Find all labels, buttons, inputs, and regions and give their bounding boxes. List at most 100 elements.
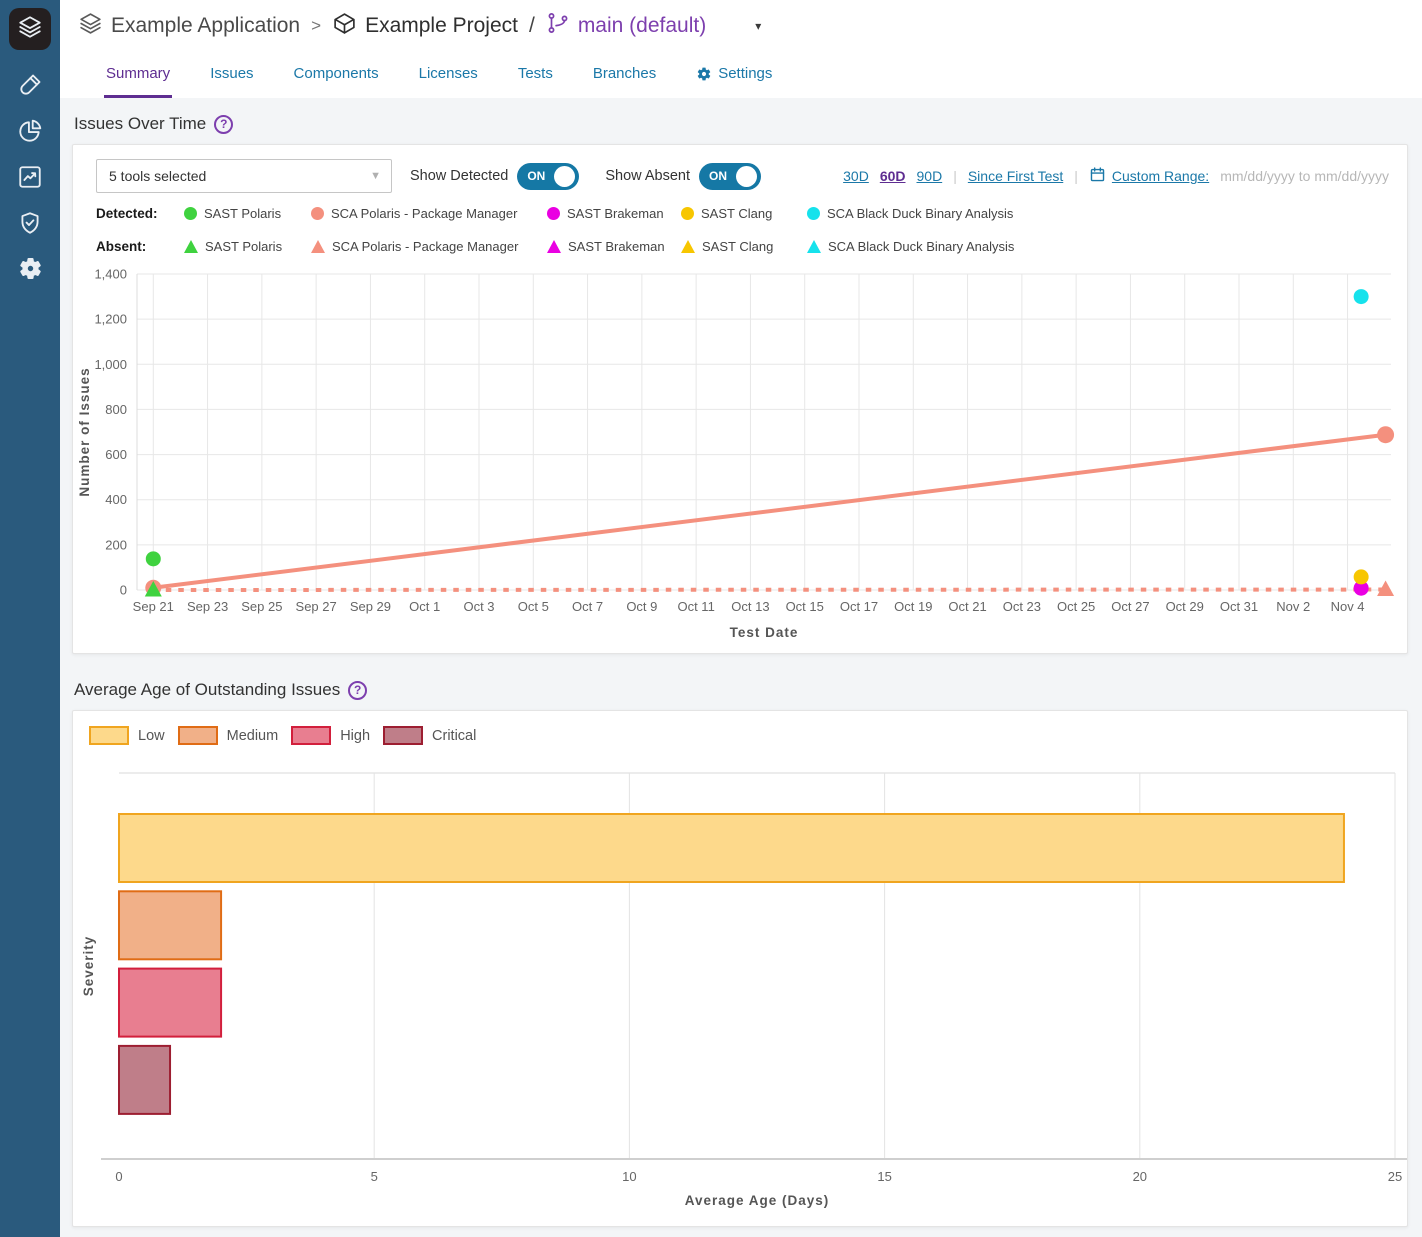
show-absent-label: Show Absent — [605, 168, 690, 184]
severity-legend-item: High — [291, 726, 370, 745]
svg-text:Oct 17: Oct 17 — [840, 599, 878, 614]
svg-text:600: 600 — [105, 447, 127, 462]
sidebar-item-tests[interactable] — [7, 64, 53, 110]
preset-ranges: 30D 60D 90D — [843, 168, 942, 184]
section-title-text: Average Age of Outstanding Issues — [74, 680, 340, 700]
svg-text:Oct 15: Oct 15 — [786, 599, 824, 614]
tab-settings[interactable]: Settings — [694, 52, 774, 98]
show-detected-toggle[interactable]: ON — [517, 163, 579, 190]
severity-legend: LowMediumHighCritical — [73, 711, 1407, 751]
branch-dropdown-caret[interactable]: ▾ — [755, 19, 761, 33]
help-icon[interactable]: ? — [348, 681, 367, 700]
pie-chart-icon — [17, 118, 43, 149]
tab-issues[interactable]: Issues — [208, 52, 255, 98]
sidebar-item-issues[interactable] — [7, 110, 53, 156]
svg-text:20: 20 — [1133, 1169, 1147, 1184]
svg-text:Sep 29: Sep 29 — [350, 599, 391, 614]
tab-summary[interactable]: Summary — [104, 52, 172, 98]
sidebar-item-settings[interactable] — [7, 248, 53, 294]
breadcrumb: Example Application > Example Project / — [78, 0, 1422, 52]
svg-text:Oct 7: Oct 7 — [572, 599, 603, 614]
legend-item: SCA Black Duck Binary Analysis — [807, 206, 1013, 221]
tab-label: Licenses — [419, 65, 478, 82]
tab-label: Summary — [106, 65, 170, 82]
circle-marker-icon — [807, 207, 820, 220]
legend-item: SCA Polaris - Package Manager — [311, 206, 547, 221]
legend-detected-row: Detected: SAST PolarisSCA Polaris - Pack… — [73, 197, 1407, 230]
legend-item-label: SCA Black Duck Binary Analysis — [827, 206, 1013, 221]
severity-legend-label: Critical — [432, 728, 476, 744]
svg-text:15: 15 — [877, 1169, 891, 1184]
svg-text:25: 25 — [1388, 1169, 1402, 1184]
legend-absent-label: Absent: — [96, 239, 184, 254]
issues-chart-toolbar: 5 tools selected ▼ Show Detected ON Show… — [73, 145, 1407, 197]
svg-text:Test Date: Test Date — [730, 625, 799, 640]
tools-select-value: 5 tools selected — [109, 168, 206, 184]
application-name: Example Application — [111, 14, 300, 38]
legend-item-label: SCA Polaris - Package Manager — [331, 206, 517, 221]
tab-tests[interactable]: Tests — [516, 52, 555, 98]
test-tube-icon — [17, 72, 43, 103]
severity-swatch-icon — [291, 726, 331, 745]
toggle-on-text: ON — [527, 169, 545, 183]
svg-text:Oct 19: Oct 19 — [894, 599, 932, 614]
svg-text:Oct 21: Oct 21 — [948, 599, 986, 614]
issues-over-time-card: 5 tools selected ▼ Show Detected ON Show… — [72, 144, 1408, 654]
avg-age-card: LowMediumHighCritical 0510152025Severity… — [72, 710, 1408, 1227]
breadcrumb-branch[interactable]: main (default) — [546, 11, 706, 41]
gear-icon — [696, 66, 712, 82]
sidebar-item-applications[interactable] — [9, 8, 51, 50]
branch-name: main (default) — [578, 14, 706, 38]
custom-range-link[interactable]: Custom Range: — [1112, 168, 1209, 184]
range-link-30d[interactable]: 30D — [843, 168, 869, 184]
svg-text:Severity: Severity — [81, 936, 96, 997]
custom-range-input[interactable]: mm/dd/yyyy to mm/dd/yyyy — [1220, 168, 1389, 184]
legend-detected-items: SAST Polaris SCA Polaris - Package Manage… — [184, 206, 1013, 221]
avg-age-title: Average Age of Outstanding Issues ? — [74, 680, 1408, 700]
severity-swatch-icon — [383, 726, 423, 745]
breadcrumb-application[interactable]: Example Application — [78, 11, 300, 42]
svg-text:400: 400 — [105, 492, 127, 507]
sidebar-item-reports[interactable] — [7, 156, 53, 202]
tab-label: Components — [294, 65, 379, 82]
legend-item: SAST Brakeman — [547, 239, 681, 254]
issues-over-time-chart[interactable]: 02004006008001,0001,2001,400Sep 21Sep 23… — [73, 263, 1407, 648]
tab-branches[interactable]: Branches — [591, 52, 658, 98]
legend-item-label: SAST Clang — [702, 239, 773, 254]
breadcrumb-project[interactable]: Example Project — [332, 11, 518, 42]
legend-absent-items: SAST PolarisSCA Polaris - Package Manage… — [184, 239, 1014, 254]
range-link-60d[interactable]: 60D — [880, 168, 906, 184]
layers-icon — [17, 14, 43, 45]
triangle-marker-icon — [184, 240, 198, 253]
svg-text:Oct 31: Oct 31 — [1220, 599, 1258, 614]
svg-text:Sep 25: Sep 25 — [241, 599, 282, 614]
severity-legend-label: Medium — [227, 728, 279, 744]
toggle-knob — [554, 166, 575, 187]
sidebar-item-policies[interactable] — [7, 202, 53, 248]
date-range-links: 30D60D90D | Since First Test | Custom Ra… — [843, 166, 1389, 186]
tools-select[interactable]: 5 tools selected ▼ — [96, 159, 392, 193]
legend-item: SAST Brakeman — [547, 206, 681, 221]
since-first-test-link[interactable]: Since First Test — [968, 168, 1063, 184]
page-content: Issues Over Time ? 5 tools selected ▼ Sh… — [60, 98, 1422, 1237]
svg-text:Number of Issues: Number of Issues — [77, 367, 92, 496]
legend-item-label: SAST Polaris — [205, 239, 282, 254]
separator: | — [953, 168, 957, 184]
show-absent-toggle[interactable]: ON — [699, 163, 761, 190]
svg-text:1,000: 1,000 — [94, 357, 127, 372]
svg-text:5: 5 — [371, 1169, 378, 1184]
legend-item-label: SAST Polaris — [204, 206, 281, 221]
range-link-90d[interactable]: 90D — [917, 168, 943, 184]
page-header: Example Application > Example Project / — [60, 0, 1422, 98]
circle-marker-icon — [184, 207, 197, 220]
svg-text:Sep 21: Sep 21 — [133, 599, 174, 614]
svg-text:Oct 11: Oct 11 — [677, 599, 714, 614]
tab-licenses[interactable]: Licenses — [417, 52, 480, 98]
severity-swatch-icon — [89, 726, 129, 745]
svg-text:1,400: 1,400 — [94, 267, 127, 282]
help-icon[interactable]: ? — [214, 115, 233, 134]
legend-item: SAST Polaris — [184, 239, 311, 254]
tab-components[interactable]: Components — [292, 52, 381, 98]
avg-age-chart[interactable]: 0510152025SeverityAverage Age (Days) — [73, 751, 1407, 1221]
toggle-on-text: ON — [709, 169, 727, 183]
